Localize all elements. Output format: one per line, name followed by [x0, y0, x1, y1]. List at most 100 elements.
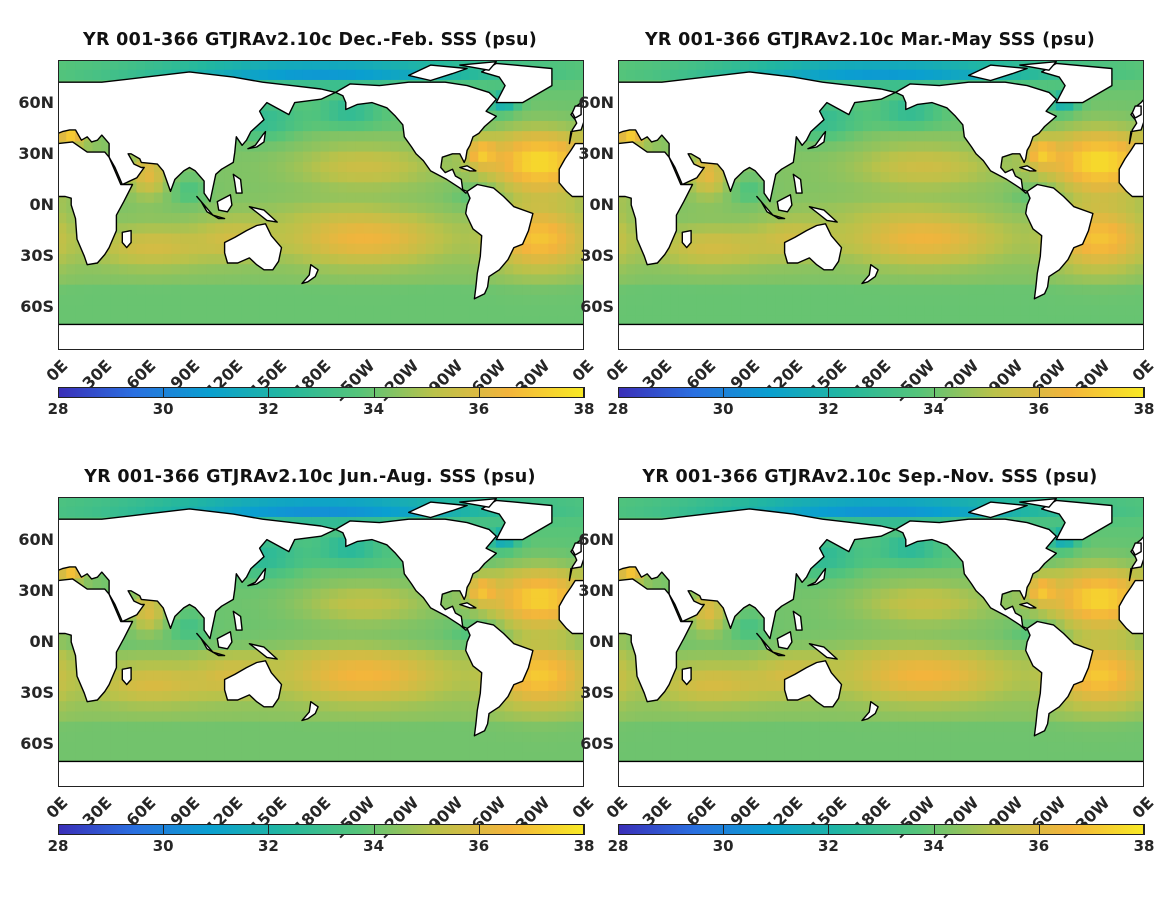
map-panel-djf: YR 001-366 GTJRAv2.10c Dec.-Feb. SSS (ps… — [18, 30, 597, 460]
colorbar-tick-label: 34 — [923, 400, 945, 418]
land-shape — [1025, 183, 1094, 300]
land-shape — [247, 130, 267, 150]
colorbar — [58, 387, 584, 398]
colorbar-tick — [828, 387, 830, 398]
land-shape — [618, 508, 897, 640]
land-shape — [216, 631, 233, 650]
land-shape — [459, 602, 477, 609]
land-shape — [465, 620, 534, 737]
land-shape — [1019, 165, 1037, 172]
lat-tick-label: 60S — [20, 297, 54, 317]
map-panel-son: YR 001-366 GTJRAv2.10c Sep.-Nov. SSS (ps… — [578, 467, 1157, 897]
salinity-map — [618, 497, 1144, 787]
colorbar-tick — [58, 824, 59, 835]
land-shape — [212, 651, 226, 657]
map-frame — [58, 497, 584, 787]
colorbar-tick-label: 32 — [817, 837, 839, 855]
lat-tick-label: 60N — [578, 529, 614, 549]
land-shape — [334, 518, 497, 631]
land-shape — [558, 142, 584, 198]
land-shape — [58, 578, 134, 703]
land-shape — [783, 660, 843, 708]
lat-tick-label: 60N — [578, 92, 614, 112]
colorbar-tick — [478, 387, 480, 398]
colorbar-tick-label: 38 — [573, 400, 595, 418]
land-shape — [212, 214, 226, 220]
land-shape — [1019, 602, 1037, 609]
land-shape — [334, 81, 497, 194]
colorbar-tick — [723, 824, 725, 835]
colorbar-tick — [584, 824, 585, 835]
land-shape — [223, 660, 283, 708]
land-shape — [1041, 499, 1113, 541]
lat-tick-label: 30S — [580, 246, 614, 266]
salinity-map — [618, 60, 1144, 350]
land-shape — [756, 632, 774, 653]
land-shape — [232, 610, 243, 631]
colorbar-tick-label: 30 — [712, 837, 734, 855]
colorbar-tick — [373, 824, 375, 835]
land-shape — [618, 578, 694, 703]
colorbar-tick — [373, 387, 375, 398]
lon-tick-label: 30W — [1071, 793, 1114, 835]
colorbar-tick — [478, 824, 480, 835]
land-shape — [459, 61, 497, 71]
land-shape — [58, 508, 337, 640]
land-shape — [618, 71, 897, 203]
lat-tick-label: 60N — [18, 529, 54, 549]
colorbar-tick-label: 30 — [152, 400, 174, 418]
land-shape — [571, 105, 582, 119]
lat-tick-label: 60S — [20, 734, 54, 754]
land-shape — [58, 760, 584, 787]
colorbar-tick — [163, 387, 165, 398]
colorbar-tick-label: 36 — [468, 400, 490, 418]
colorbar-tick — [1144, 824, 1145, 835]
lat-tick-label: 60S — [580, 297, 614, 317]
landmasses — [58, 498, 584, 787]
land-shape — [121, 666, 132, 686]
colorbar-tick-label: 28 — [47, 400, 69, 418]
colorbar-tick-label: 30 — [152, 837, 174, 855]
land-shape — [1019, 61, 1057, 71]
colorbar-tick-label: 32 — [817, 400, 839, 418]
land-shape — [459, 165, 477, 172]
land-shape — [861, 263, 879, 285]
lat-tick-label: 30N — [578, 580, 614, 600]
land-shape — [1019, 498, 1057, 508]
land-shape — [776, 631, 793, 650]
map-panel-mam: YR 001-366 GTJRAv2.10c Mar.-May SSS (psu… — [578, 30, 1157, 460]
land-shape — [792, 173, 803, 194]
land-shape — [301, 700, 319, 722]
land-shape — [618, 323, 1144, 350]
colorbar-tick — [1038, 387, 1040, 398]
colorbar-tick — [58, 387, 59, 398]
colorbar-tick-label: 28 — [607, 837, 629, 855]
land-shape — [465, 183, 534, 300]
map-frame — [618, 497, 1144, 787]
land-shape — [216, 194, 233, 213]
land-shape — [196, 195, 214, 216]
colorbar-tick — [933, 387, 935, 398]
landmasses — [618, 498, 1144, 787]
colorbar-tick-label: 36 — [468, 837, 490, 855]
lon-tick-label: 30W — [511, 793, 554, 835]
colorbar-tick-label: 38 — [1133, 400, 1155, 418]
colorbar-tick-label: 34 — [363, 837, 385, 855]
land-shape — [894, 518, 1057, 631]
colorbar-tick — [618, 824, 619, 835]
land-shape — [968, 64, 1028, 82]
colorbar — [58, 824, 584, 835]
land-shape — [248, 642, 278, 660]
lat-tick-label: 0N — [29, 632, 54, 651]
land-shape — [121, 229, 132, 249]
lat-tick-label: 30S — [580, 683, 614, 703]
colorbar-tick — [1038, 824, 1040, 835]
colorbar-tick — [268, 824, 270, 835]
lat-tick-label: 0N — [29, 195, 54, 214]
colorbar-tick — [618, 387, 619, 398]
salinity-map — [58, 60, 584, 350]
landmasses — [58, 61, 584, 350]
land-shape — [571, 542, 582, 556]
land-shape — [301, 263, 319, 285]
land-shape — [792, 610, 803, 631]
